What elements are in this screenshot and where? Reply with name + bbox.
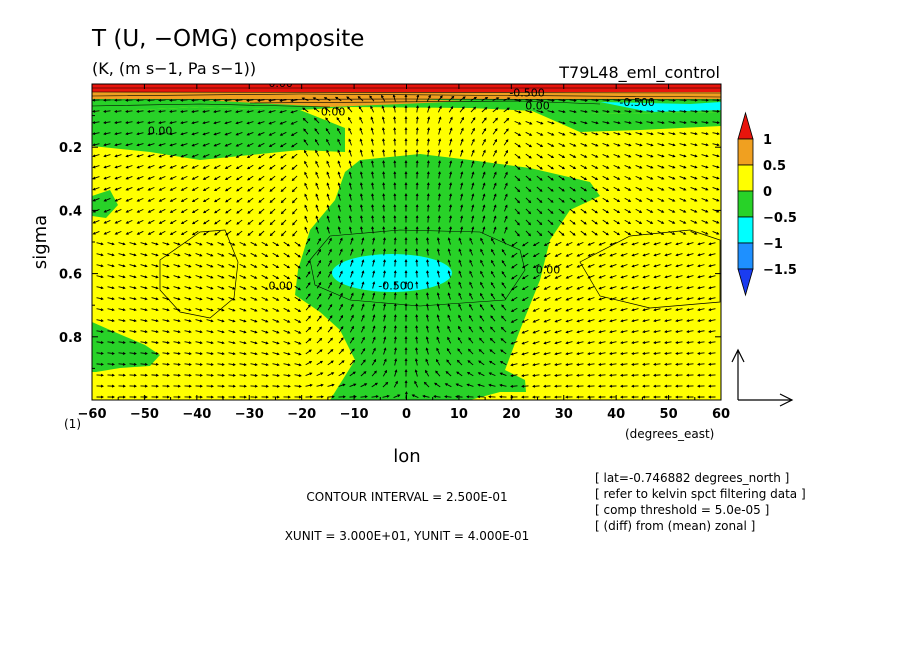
x-tick-label: −30 [235,407,264,422]
contour-interval: CONTOUR INTERVAL = 2.500E-01 [306,490,507,504]
x-tick-label: 20 [502,407,520,422]
x-tick-label: −20 [287,407,316,422]
contour-label: 0.00 [321,106,346,119]
x-tick-label: −60 [78,407,107,422]
y-tick-label: 0.2 [59,141,82,156]
colorbar: 1 0.5 0 −0.5 −1 −1.5 [738,113,797,295]
y-tick-label: 0.4 [59,204,82,219]
y-tick-label: 0.8 [59,331,82,346]
x-tick-label: 30 [555,407,573,422]
chart-title: T (U, −OMG) composite [91,26,364,52]
contour-label: 0.00 [525,99,550,112]
colorbar-box [738,191,753,217]
x-axis-label: lon [393,446,420,467]
x-tick-label: 50 [660,407,678,422]
panel-label: (1) [64,417,81,431]
contour-label: -0.500 [378,279,413,292]
colorbar-label: 0.5 [763,159,786,174]
x-tick-label: 40 [607,407,625,422]
colorbar-bottom-triangle [738,269,753,295]
contour-label: 0.00 [536,264,561,277]
x-tick-label: −50 [130,407,159,422]
note-filter: [ refer to kelvin spct filtering data ] [595,487,806,501]
colorbar-label: −1 [763,237,783,252]
chart-subtitle: (K, (m s−1, Pa s−1)) [92,59,256,78]
x-tick-label: −40 [182,407,211,422]
contour-label: -0.500 [509,87,544,100]
colorbar-box [738,217,753,243]
contour-label: -0.500 [619,96,654,109]
experiment-label: T79L48_eml_control [558,63,720,83]
note-lat: [ lat=-0.746882 degrees_north ] [595,471,789,485]
x-tick-label: 0 [402,407,411,422]
contour-label: 0.00 [268,279,293,292]
note-threshold: [ comp threshold = 5.0e-05 ] [595,503,769,517]
y-tick-label: 0.6 [59,268,82,283]
colorbar-top-triangle [738,113,753,139]
reference-vector [732,350,792,406]
colorbar-box [738,139,753,165]
y-axis-label: sigma [30,215,51,269]
note-diff: [ (diff) from (mean) zonal ] [595,519,755,533]
colorbar-box [738,165,753,191]
contour-label: 0.00 [148,125,173,138]
x-tick-label: −10 [340,407,369,422]
colorbar-box [738,243,753,269]
vector-units: XUNIT = 3.000E+01, YUNIT = 4.000E-01 [285,529,530,543]
x-unit-label: (degrees_east) [625,427,714,441]
x-tick-label: 60 [712,407,730,422]
colorbar-label: 0 [763,185,772,200]
x-tick-label: 10 [450,407,468,422]
colorbar-label: −1.5 [763,263,797,278]
colorbar-label: 1 [763,133,772,148]
colorbar-label: −0.5 [763,211,797,226]
